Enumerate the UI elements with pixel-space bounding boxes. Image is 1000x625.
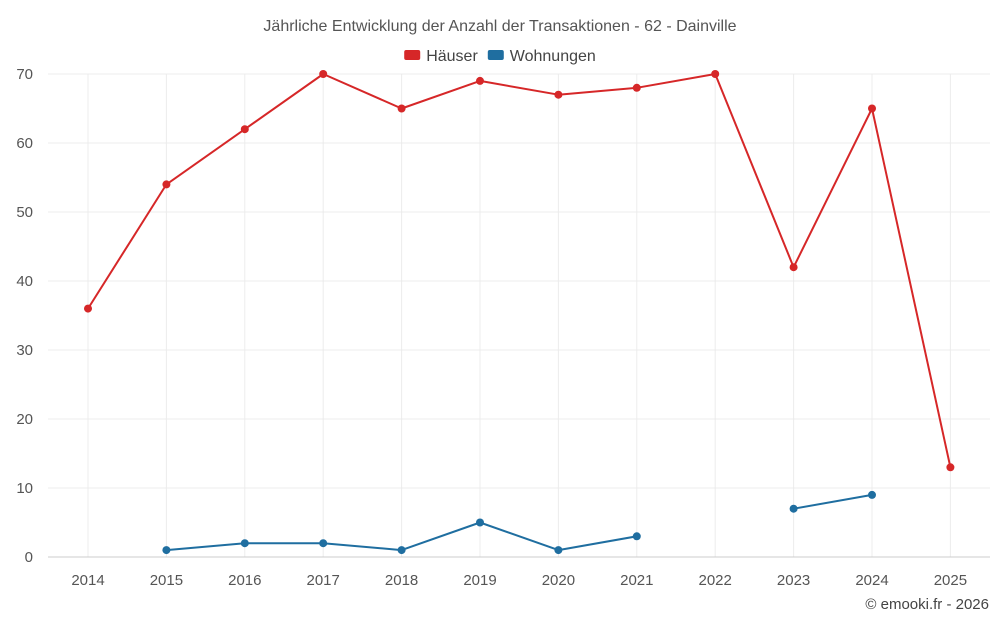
x-tick-label: 2024 (855, 572, 888, 589)
x-tick-label: 2021 (620, 572, 653, 589)
x-tick-label: 2018 (385, 572, 418, 589)
data-point-haeuser[interactable] (397, 104, 406, 113)
data-point-haeuser[interactable] (711, 70, 720, 78)
x-tick-label: 2023 (777, 572, 810, 589)
data-point-haeuser[interactable] (789, 263, 798, 272)
y-tick-label: 50 (16, 204, 33, 221)
data-point-haeuser[interactable] (554, 90, 563, 99)
y-tick-label: 0 (25, 549, 33, 566)
credit-text: © emooki.fr - 2026 (865, 596, 989, 613)
x-tick-label: 2022 (699, 572, 732, 589)
series-wohnungen (162, 490, 876, 555)
x-tick-label: 2019 (463, 572, 496, 589)
legend-swatch-wohnungen (487, 50, 504, 60)
data-point-wohnungen[interactable] (554, 546, 563, 555)
data-point-wohnungen[interactable] (789, 504, 798, 513)
data-point-wohnungen[interactable] (240, 539, 249, 548)
axes: 0 10 20 30 40 50 60 70 2014 2015 2016 2017 2018 2019 2… (16, 66, 990, 589)
y-tick-label: 10 (16, 480, 33, 497)
data-point-haeuser[interactable] (868, 104, 876, 113)
data-point-haeuser[interactable] (632, 83, 641, 92)
legend-label-wohnungen[interactable]: Wohnungen (510, 48, 596, 65)
data-point-haeuser[interactable] (162, 180, 171, 189)
x-tick-label: 2014 (71, 572, 104, 589)
chart-title: Jährliche Entwicklung der Anzahl der Tra… (263, 18, 736, 35)
series-layer (84, 70, 955, 555)
data-point-wohnungen[interactable] (397, 546, 406, 555)
y-tick-label: 40 (16, 273, 33, 290)
legend-label-haeuser[interactable]: Häuser (426, 48, 478, 65)
grid (48, 73, 990, 557)
data-point-wohnungen[interactable] (632, 532, 641, 541)
series-haeuser (84, 70, 955, 472)
data-point-haeuser[interactable] (476, 76, 484, 85)
data-point-wohnungen[interactable] (319, 539, 328, 548)
data-point-haeuser[interactable] (946, 463, 955, 472)
x-tick-label: 2025 (934, 572, 967, 589)
data-point-haeuser[interactable] (84, 304, 92, 313)
y-tick-label: 30 (16, 342, 33, 359)
x-tick-label: 2015 (150, 572, 183, 589)
y-tick-label: 60 (16, 135, 33, 152)
legend: Häuser Wohnungen (404, 48, 596, 65)
x-tick-label: 2020 (542, 572, 575, 589)
x-tick-label: 2016 (228, 572, 261, 589)
series-line-haeuser (87, 73, 952, 468)
series-line-wohnungen (793, 493, 873, 510)
data-point-haeuser[interactable] (240, 125, 249, 134)
y-tick-label: 70 (16, 66, 33, 83)
data-point-wohnungen[interactable] (162, 546, 171, 555)
legend-swatch-haeuser (404, 50, 421, 60)
y-tick-label: 20 (16, 411, 33, 428)
x-tick-label: 2017 (307, 572, 340, 589)
data-point-wohnungen[interactable] (868, 490, 876, 499)
data-point-haeuser[interactable] (319, 70, 328, 78)
data-point-wohnungen[interactable] (476, 518, 484, 527)
